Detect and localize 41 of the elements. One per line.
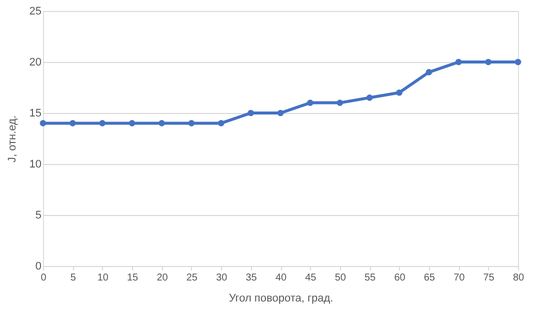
x-tick-label: 25	[186, 272, 198, 284]
y-tick-label: 5	[35, 210, 42, 222]
y-tick-label: 15	[29, 108, 42, 120]
point	[158, 120, 165, 126]
point	[70, 120, 76, 126]
x-tick-label: 55	[364, 272, 376, 284]
point	[485, 58, 492, 66]
point	[307, 100, 314, 106]
point	[128, 120, 136, 126]
x-tick-label: 60	[394, 272, 406, 284]
y-tick-label: 10	[29, 158, 42, 170]
x-tick-label: 10	[97, 272, 109, 284]
y-axis-title: J, отн.ед.	[6, 115, 18, 163]
x-tick-label: 20	[156, 272, 168, 284]
x-tick-label: 80	[512, 272, 524, 284]
x-tick-label: 45	[305, 272, 317, 284]
point	[218, 120, 224, 126]
point	[366, 94, 373, 101]
y-tick-label: 25	[29, 6, 42, 18]
point	[277, 110, 284, 116]
x-tick-label: 70	[454, 272, 466, 284]
point	[336, 100, 344, 106]
x-tick-label: 30	[216, 272, 228, 284]
point	[396, 89, 402, 96]
y-tick-label: 20	[29, 56, 42, 68]
point	[248, 110, 254, 116]
x-axis-title: Угол поворота, град.	[228, 292, 334, 304]
x-tick-label: 75	[483, 272, 495, 284]
x-tick-label: 15	[127, 272, 139, 284]
x-tick-label: 40	[275, 272, 287, 284]
point	[455, 58, 462, 66]
point	[99, 120, 106, 126]
x-tick-label: 35	[246, 272, 258, 284]
y-tick-label: 0	[35, 260, 42, 272]
x-tick-label: 65	[424, 272, 436, 284]
x-tick-label: 5	[70, 272, 76, 284]
x-tick-label: 50	[334, 272, 346, 284]
point	[188, 120, 195, 126]
point	[40, 120, 46, 126]
point	[514, 58, 522, 66]
point	[426, 69, 432, 76]
